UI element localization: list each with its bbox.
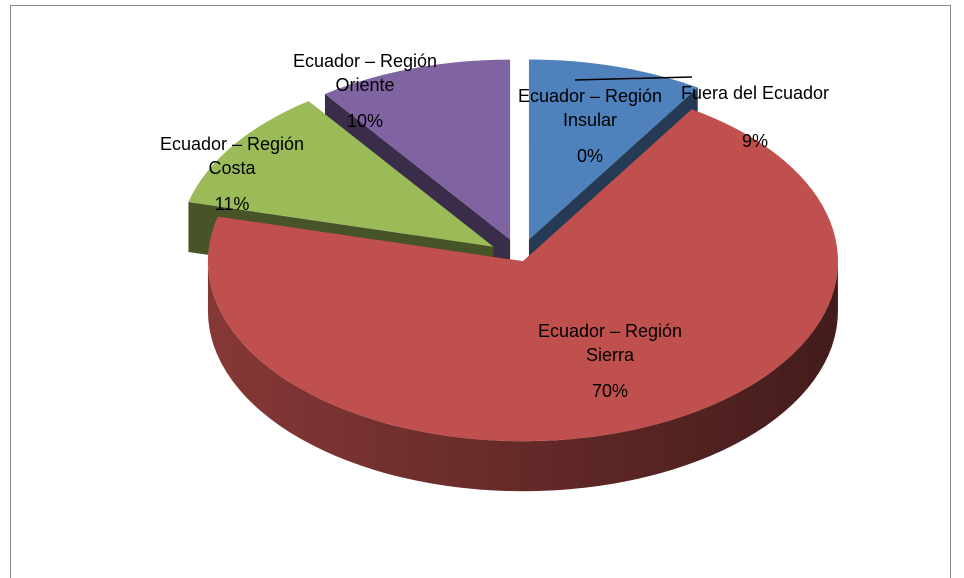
slice: [324, 59, 511, 240]
slice: [528, 59, 698, 240]
leader-line: [574, 76, 693, 81]
slice: [207, 109, 838, 442]
slice-side: [207, 261, 838, 492]
data-label-category: Ecuador – Región Oriente: [292, 51, 438, 95]
data-label-category: Ecuador – Región Insular: [517, 86, 663, 130]
data-label-value: 70%: [591, 381, 629, 401]
data-label-value: 0%: [576, 146, 603, 166]
data-label-value: 9%: [741, 131, 768, 151]
slice: [188, 101, 494, 247]
data-label-value: 10%: [346, 111, 384, 131]
data-label-category: Ecuador – Región Sierra: [537, 321, 683, 365]
data-label-category: Fuera del Ecuador: [680, 83, 830, 103]
data-label-value: 11%: [214, 194, 250, 214]
data-label-category: Ecuador – Región Costa: [159, 134, 305, 178]
